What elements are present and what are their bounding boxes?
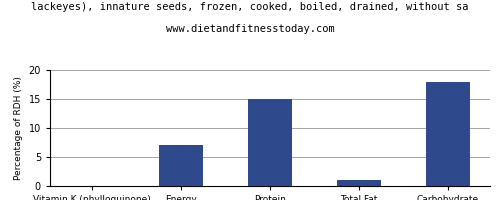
Bar	[336, 180, 381, 186]
Text: lackeyes), innature seeds, frozen, cooked, boiled, drained, without sa: lackeyes), innature seeds, frozen, cooke…	[31, 2, 469, 12]
Y-axis label: Percentage of RDH (%): Percentage of RDH (%)	[14, 76, 23, 180]
Text: www.dietandfitnesstoday.com: www.dietandfitnesstoday.com	[166, 24, 334, 34]
Bar	[159, 145, 204, 186]
Bar	[426, 82, 470, 186]
Bar	[248, 99, 292, 186]
